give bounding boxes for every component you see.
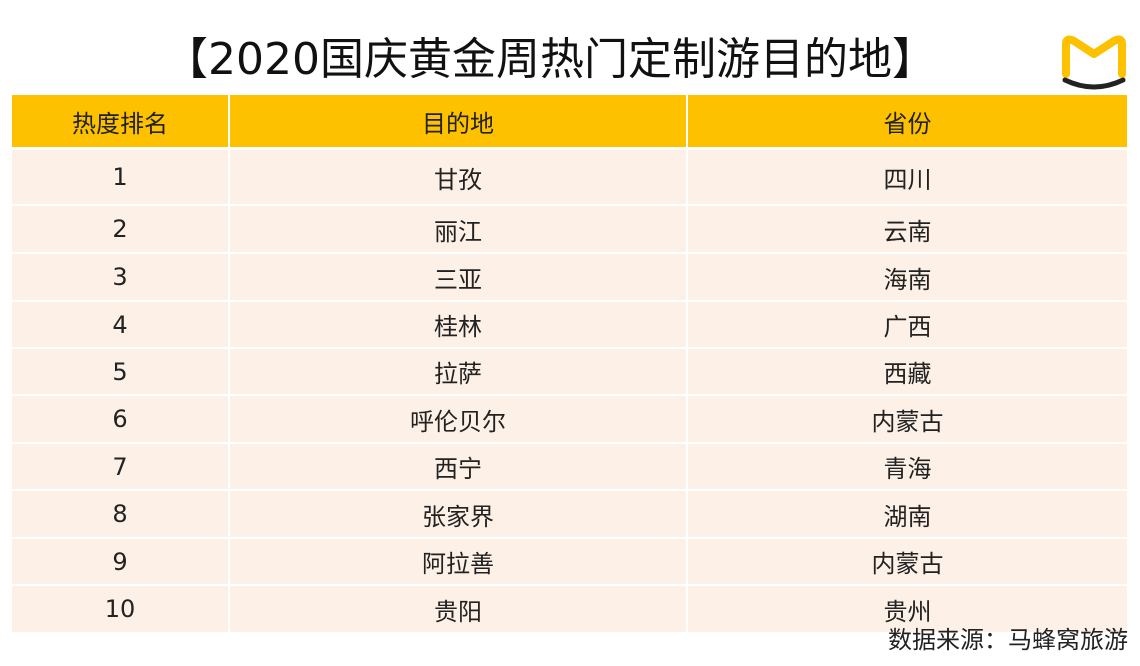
rank-cell: 7: [12, 442, 230, 489]
table-row: 7 西宁 青海: [12, 442, 1127, 489]
rank-cell: 4: [12, 300, 230, 347]
province-cell: 四川: [688, 147, 1127, 204]
destination-cell: 贵阳: [230, 584, 688, 632]
table-header-row: 热度排名 目的地 省份: [12, 95, 1127, 147]
province-cell: 贵州: [688, 584, 1127, 632]
destination-cell: 阿拉善: [230, 537, 688, 584]
logo-smile: [1062, 77, 1126, 90]
table-row: 4 桂林 广西: [12, 300, 1127, 347]
table-body: 1 甘孜 四川 2 丽江 云南 3 三亚 海南 4 桂林 广西 5 拉萨 西藏 6 呼伦贝尔 内蒙古 7 西宁 青海 8 张…: [12, 147, 1127, 632]
destination-cell: 呼伦贝尔: [230, 394, 688, 442]
destination-cell: 张家界: [230, 489, 688, 537]
table-row: 10 贵阳 贵州: [12, 584, 1127, 632]
rank-cell: 6: [12, 394, 230, 442]
table-row: 8 张家界 湖南: [12, 489, 1127, 537]
destination-cell: 拉萨: [230, 347, 688, 394]
logo-m-shape: [1062, 35, 1126, 78]
rank-cell: 2: [12, 204, 230, 252]
rank-cell: 8: [12, 489, 230, 537]
header-province: 省份: [688, 95, 1127, 147]
destination-cell: 西宁: [230, 442, 688, 489]
table-row: 2 丽江 云南: [12, 204, 1127, 252]
table-row: 5 拉萨 西藏: [12, 347, 1127, 394]
destination-cell: 三亚: [230, 252, 688, 300]
province-cell: 湖南: [688, 489, 1127, 537]
province-cell: 内蒙古: [688, 394, 1127, 442]
province-cell: 内蒙古: [688, 537, 1127, 584]
rank-cell: 10: [12, 584, 230, 632]
province-cell: 海南: [688, 252, 1127, 300]
province-cell: 云南: [688, 204, 1127, 252]
chart-title: 【2020国庆黄金周热门定制游目的地】: [164, 34, 936, 85]
rank-cell: 9: [12, 537, 230, 584]
data-source-note: 数据来源：马蜂窝旅游: [888, 626, 1128, 654]
ranking-table: 热度排名 目的地 省份 1 甘孜 四川 2 丽江 云南 3 三亚 海南 4 桂林 广西 5 拉萨 西藏 6 呼伦…: [12, 95, 1127, 632]
province-cell: 广西: [688, 300, 1127, 347]
rank-cell: 3: [12, 252, 230, 300]
province-cell: 青海: [688, 442, 1127, 489]
rank-cell: 5: [12, 347, 230, 394]
destination-cell: 桂林: [230, 300, 688, 347]
destination-cell: 甘孜: [230, 147, 688, 204]
header-destination: 目的地: [230, 95, 688, 147]
table-row: 1 甘孜 四川: [12, 147, 1127, 204]
header-rank: 热度排名: [12, 95, 230, 147]
rank-cell: 1: [12, 147, 230, 204]
province-cell: 西藏: [688, 347, 1127, 394]
table-row: 6 呼伦贝尔 内蒙古: [12, 394, 1127, 442]
table-row: 9 阿拉善 内蒙古: [12, 537, 1127, 584]
mafengwo-m-icon: [1062, 35, 1126, 90]
destination-cell: 丽江: [230, 204, 688, 252]
table-row: 3 三亚 海南: [12, 252, 1127, 300]
